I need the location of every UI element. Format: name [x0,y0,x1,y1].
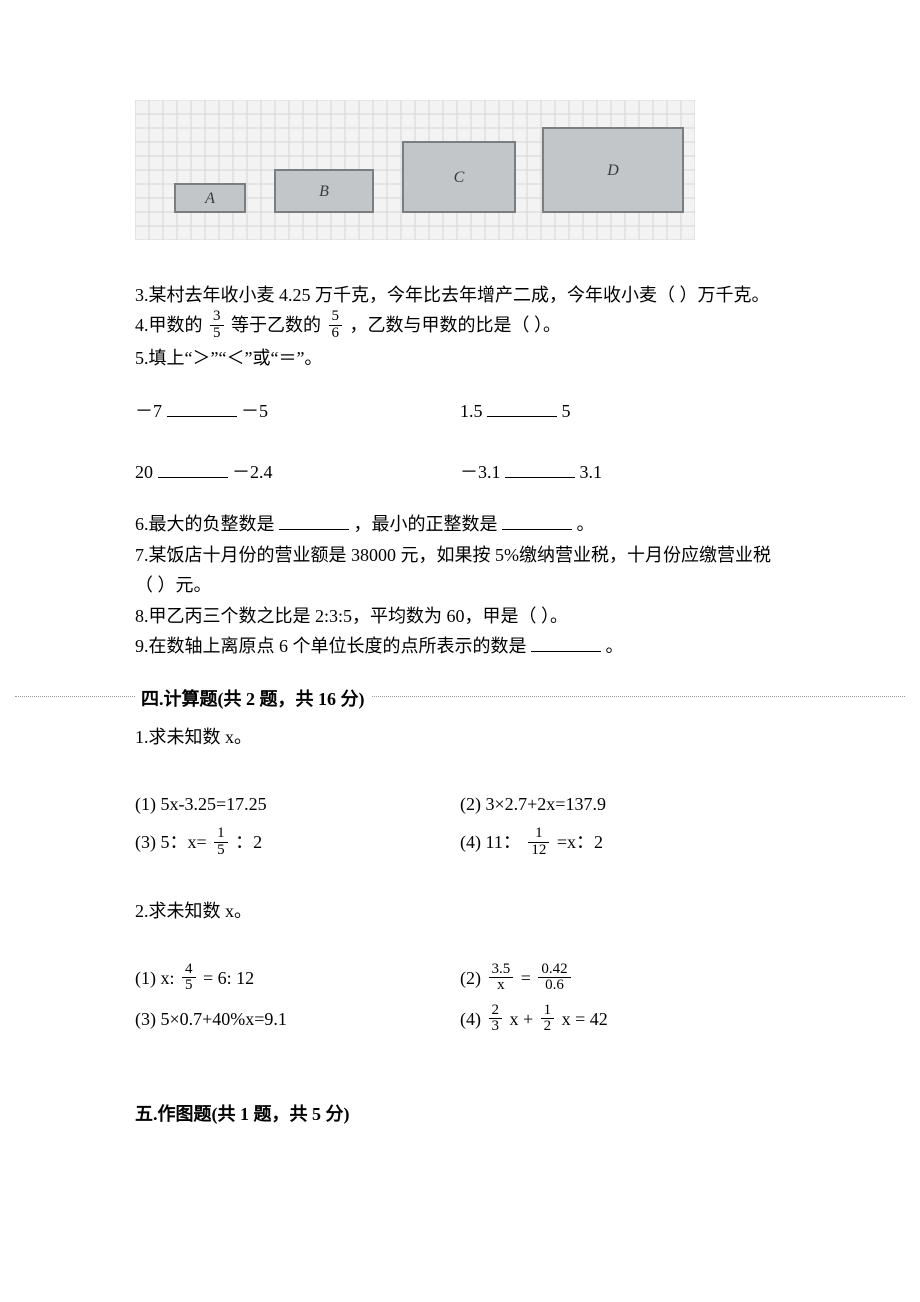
sec4-row3: (1) x: 4 5 = 6: 12 (2) 3.5 x = 0.42 0.6 [135,963,785,996]
sec4-eq8-frac1: 2 3 [489,1003,503,1036]
svg-text:C: C [454,169,465,186]
section-4-heading: 四.计算题(共 2 题，共 16 分) [135,684,785,708]
sec4-eq4: (4) 11： 1 12 =x：2 [460,827,785,860]
q6-b: ，最小的正整数是 [354,514,498,534]
q4-prefix: 4.甲数的 [135,315,207,335]
sec4-eq7: (3) 5×0.7+40%x=9.1 [135,1004,460,1037]
sec4-row2: (3) 5：x= 1 5 ：2 (4) 11： 1 12 =x：2 [135,827,785,860]
blank [502,509,572,530]
grid-rect-figure: A B C D [135,100,785,250]
sec4-eq4-b: =x：2 [557,832,603,852]
sec4-eq4-a: (4) 11： [460,832,525,852]
sec4-eq8: (4) 2 3 x + 1 2 x = 42 [460,1004,785,1037]
blank [279,509,349,530]
q5-r1-b2: 5 [562,401,571,421]
q4-frac1: 3 5 [210,309,224,342]
q5-r2-a2: －2.4 [232,462,273,482]
q5-r1-left: －7 －5 [135,396,460,427]
q4-suffix: ，乙数与甲数的比是（ ）。 [350,315,562,335]
q5-r2-left: 20 －2.4 [135,457,460,488]
q5-row-1: －7 －5 1.5 5 [135,396,785,427]
sec4-eq5: (1) x: 4 5 = 6: 12 [135,963,460,996]
question-6: 6.最大的负整数是 ，最小的正整数是 。 [135,509,785,540]
q5-r2-b2: 3.1 [580,462,603,482]
svg-text:D: D [606,162,619,179]
sec4-eq8-mid1: x + [510,1009,538,1029]
q9-b: 。 [606,636,624,656]
q9-a: 9.在数轴上离原点 6 个单位长度的点所表示的数是 [135,636,527,656]
question-4: 4.甲数的 3 5 等于乙数的 5 6 ，乙数与甲数的比是（ ）。 [135,310,785,343]
sec4-eq3-b: ：2 [235,832,262,852]
sec4-eq6-mid: = [521,968,536,988]
sec4-eq6-a: (2) [460,968,486,988]
q5-row-2: 20 －2.4 －3.1 3.1 [135,457,785,488]
sec4-eq1: (1) 5x-3.25=17.25 [135,789,460,820]
section-4-title: 四.计算题(共 2 题，共 16 分) [135,684,371,715]
q4-mid: 等于乙数的 [231,315,326,335]
svg-text:A: A [204,190,215,207]
sec4-eq2: (2) 3×2.7+2x=137.9 [460,789,785,820]
sec4-eq8-a: (4) [460,1009,486,1029]
blank [158,457,228,478]
sec4-eq3: (3) 5：x= 1 5 ：2 [135,827,460,860]
sec4-eq3-a: (3) 5：x= [135,832,211,852]
sec4-eq8-frac2: 1 2 [541,1003,555,1036]
grid-rect-svg: A B C D [135,100,695,240]
question-9: 9.在数轴上离原点 6 个单位长度的点所表示的数是 。 [135,631,785,662]
section-5-title: 五.作图题(共 1 题，共 5 分) [135,1099,785,1130]
q5-r1-a1: －7 [135,401,162,421]
q6-a: 6.最大的负整数是 [135,514,275,534]
svg-text:B: B [319,183,329,200]
blank [167,396,237,417]
q4-frac2: 5 6 [329,309,343,342]
sec4-eq5-a: (1) x: [135,968,179,988]
sec4-eq3-frac: 1 5 [214,826,228,859]
q5-r1-b1: 1.5 [460,401,483,421]
sec4-p1: 1.求未知数 x。 [135,722,785,753]
sec4-eq4-frac: 1 12 [528,826,549,859]
question-3: 3.某村去年收小麦 4.25 万千克，今年比去年增产二成，今年收小麦（ ）万千克… [135,280,785,311]
sec4-p2: 2.求未知数 x。 [135,896,785,927]
sec4-eq5-b: = 6: 12 [203,968,254,988]
blank [487,396,557,417]
question-5-title: 5.填上“＞”“＜”或“＝”。 [135,343,785,374]
sec4-eq8-mid2: x = 42 [562,1009,608,1029]
q5-r2-b1: －3.1 [460,462,501,482]
q5-r2-a1: 20 [135,462,153,482]
q6-c: 。 [577,514,595,534]
question-8: 8.甲乙丙三个数之比是 2:3:5，平均数为 60，甲是（ ）。 [135,601,785,632]
sec4-eq6-frac1: 3.5 x [489,962,514,995]
sec4-eq5-frac: 4 5 [182,962,196,995]
blank [531,632,601,653]
sec4-row4: (3) 5×0.7+40%x=9.1 (4) 2 3 x + 1 2 x = 4… [135,1004,785,1037]
blank [505,457,575,478]
q5-r1-a2: －5 [241,401,268,421]
question-7: 7.某饭店十月份的营业额是 38000 元，如果按 5%缴纳营业税，十月份应缴营… [135,540,785,601]
sec4-eq6: (2) 3.5 x = 0.42 0.6 [460,963,785,996]
q5-r1-right: 1.5 5 [460,396,785,427]
sec4-row1: (1) 5x-3.25=17.25 (2) 3×2.7+2x=137.9 [135,789,785,820]
q5-r2-right: －3.1 3.1 [460,457,785,488]
sec4-eq6-frac2: 0.42 0.6 [538,962,570,995]
